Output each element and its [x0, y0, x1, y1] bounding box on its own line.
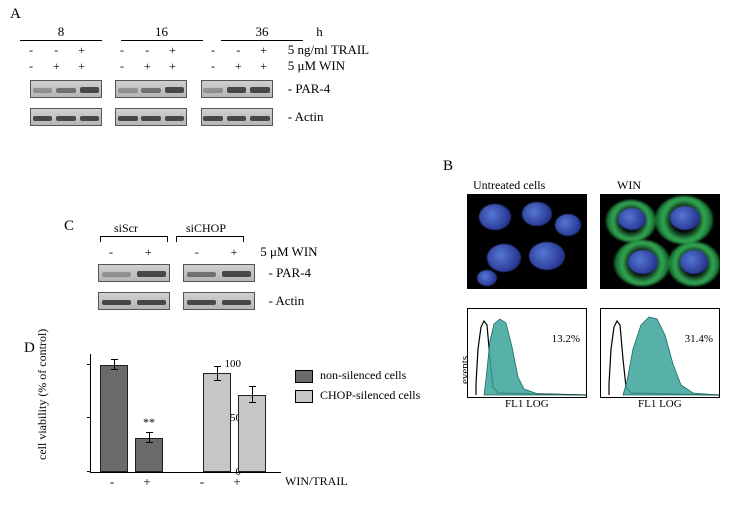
- c-par4-label: - PAR-4: [269, 265, 312, 280]
- b-left-title: Untreated cells: [473, 178, 545, 193]
- a-trail-5: +: [162, 43, 184, 58]
- legend-swatch-light: [295, 390, 313, 403]
- b-left-pct: 13.2%: [552, 333, 580, 345]
- d-bar-3: [238, 395, 266, 472]
- a-trail-8: +: [253, 43, 275, 58]
- d-legend-dark: non-silenced cells: [295, 368, 406, 383]
- timepoint-36: 36: [221, 24, 303, 41]
- a-trail-6: -: [202, 43, 224, 58]
- d-x-2: -: [200, 474, 204, 490]
- c-siscr: siScr: [114, 221, 138, 236]
- hist-fill-left: [484, 319, 586, 395]
- hist-fill-right: [623, 317, 719, 395]
- d-legend-light: CHOP-silenced cells: [295, 388, 420, 403]
- c-win-label: 5 μM WIN: [260, 244, 317, 259]
- d-xaxis-label: WIN/TRAIL: [285, 474, 348, 489]
- d-err-1: [149, 432, 150, 443]
- b-right-title: WIN: [617, 178, 641, 193]
- c-mark-2: -: [180, 245, 214, 260]
- a-trail-4: -: [136, 43, 158, 58]
- par4-label-a: - PAR-4: [288, 81, 331, 96]
- a-trail-0: -: [20, 43, 42, 58]
- a-par4-blot-8h: [30, 80, 102, 98]
- a-par4-blot-36h: [201, 80, 273, 98]
- d-err-3: [252, 386, 253, 403]
- d-yaxis: cell viability (% of control): [35, 329, 50, 460]
- panel-d-label: D: [24, 340, 35, 357]
- d-bars: **: [90, 354, 280, 472]
- b-hist-right: 31.4% FL1 LOG: [600, 308, 720, 402]
- a-win-4: +: [136, 59, 158, 74]
- d-bar-2: [203, 373, 231, 472]
- a-trail-2: +: [71, 43, 93, 58]
- c-mark-0: -: [94, 245, 128, 260]
- trail-label: 5 ng/ml TRAIL: [288, 42, 369, 57]
- a-trail-1: -: [45, 43, 67, 58]
- b-fluor-untreated: [467, 194, 587, 289]
- a-par4-blot-16h: [115, 80, 187, 98]
- d-x-1: +: [143, 474, 150, 490]
- c-actin-sichop: [183, 292, 255, 310]
- a-win-7: +: [227, 59, 249, 74]
- c-actin-label: - Actin: [269, 293, 305, 308]
- c-mark-3: +: [217, 245, 251, 260]
- d-err-0: [114, 359, 115, 370]
- b-fluor-win: [600, 194, 720, 289]
- a-win-1: +: [45, 59, 67, 74]
- actin-label-a: - Actin: [288, 109, 324, 124]
- b-right-pct: 31.4%: [685, 333, 713, 345]
- a-win-8: +: [253, 59, 275, 74]
- c-sichop: siCHOP: [186, 221, 226, 236]
- a-win-6: -: [202, 59, 224, 74]
- b-left-xaxis: FL1 LOG: [505, 398, 549, 410]
- d-err-2: [217, 366, 218, 381]
- a-actin-blot-16h: [115, 108, 187, 126]
- a-trail-7: -: [227, 43, 249, 58]
- time-unit: h: [316, 24, 323, 39]
- a-win-0: -: [20, 59, 42, 74]
- c-bracket-2: [176, 236, 244, 242]
- timepoint-16: 16: [121, 24, 203, 41]
- legend-swatch-dark: [295, 370, 313, 383]
- panel-d: cell viability (% of control) 0 50 100 *…: [35, 348, 435, 518]
- d-x-0: -: [110, 474, 114, 490]
- a-win-3: -: [111, 59, 133, 74]
- legend-dark-label: non-silenced cells: [320, 368, 406, 382]
- d-x-3: +: [233, 474, 240, 490]
- a-win-2: +: [71, 59, 93, 74]
- c-bracket-1: [100, 236, 168, 242]
- win-label-a: 5 μM WIN: [288, 58, 345, 73]
- c-mark-1: +: [131, 245, 165, 260]
- c-actin-siscr: [98, 292, 170, 310]
- a-actin-blot-36h: [201, 108, 273, 126]
- panel-c-label: C: [64, 218, 74, 235]
- panel-b-label: B: [443, 158, 453, 175]
- c-par4-sichop: [183, 264, 255, 282]
- legend-light-label: CHOP-silenced cells: [320, 388, 420, 402]
- panel-a-label: A: [10, 6, 21, 23]
- d-annot-1: **: [143, 415, 155, 430]
- b-hist-left: 13.2% FL1 LOG: [467, 308, 587, 402]
- timepoint-8: 8: [20, 24, 102, 41]
- b-right-xaxis: FL1 LOG: [638, 398, 682, 410]
- a-actin-blot-8h: [30, 108, 102, 126]
- c-par4-siscr: [98, 264, 170, 282]
- a-win-5: +: [162, 59, 184, 74]
- d-bar-0: [100, 365, 128, 472]
- a-trail-3: -: [111, 43, 133, 58]
- b-yaxis: events: [459, 356, 471, 384]
